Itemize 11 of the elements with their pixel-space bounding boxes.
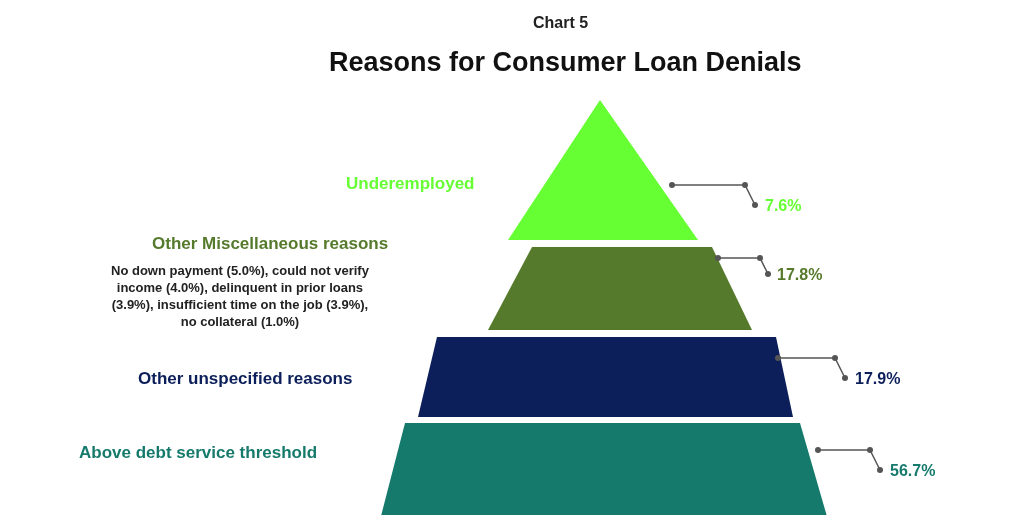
category-label: Other Miscellaneous reasons — [152, 234, 389, 253]
data-label: 7.6% — [765, 197, 802, 214]
category-label: Underemployed — [346, 174, 475, 193]
text: Chart 5 — [533, 14, 589, 31]
data-label: 17.8% — [777, 266, 823, 283]
data-label: 17.9% — [855, 370, 901, 387]
text: Reasons for Consumer Loan Denials — [329, 47, 802, 77]
data-label: 56.7% — [890, 462, 936, 479]
category-label: Above debt service threshold — [79, 443, 318, 462]
text: No down payment (5.0%), could not verify income (4.0%), delinquent in prior loans (3.9%), insufficient time on the job (3.9%), no collateral (1.0%) — [111, 263, 370, 329]
category-label: Other unspecified reasons — [138, 369, 353, 388]
